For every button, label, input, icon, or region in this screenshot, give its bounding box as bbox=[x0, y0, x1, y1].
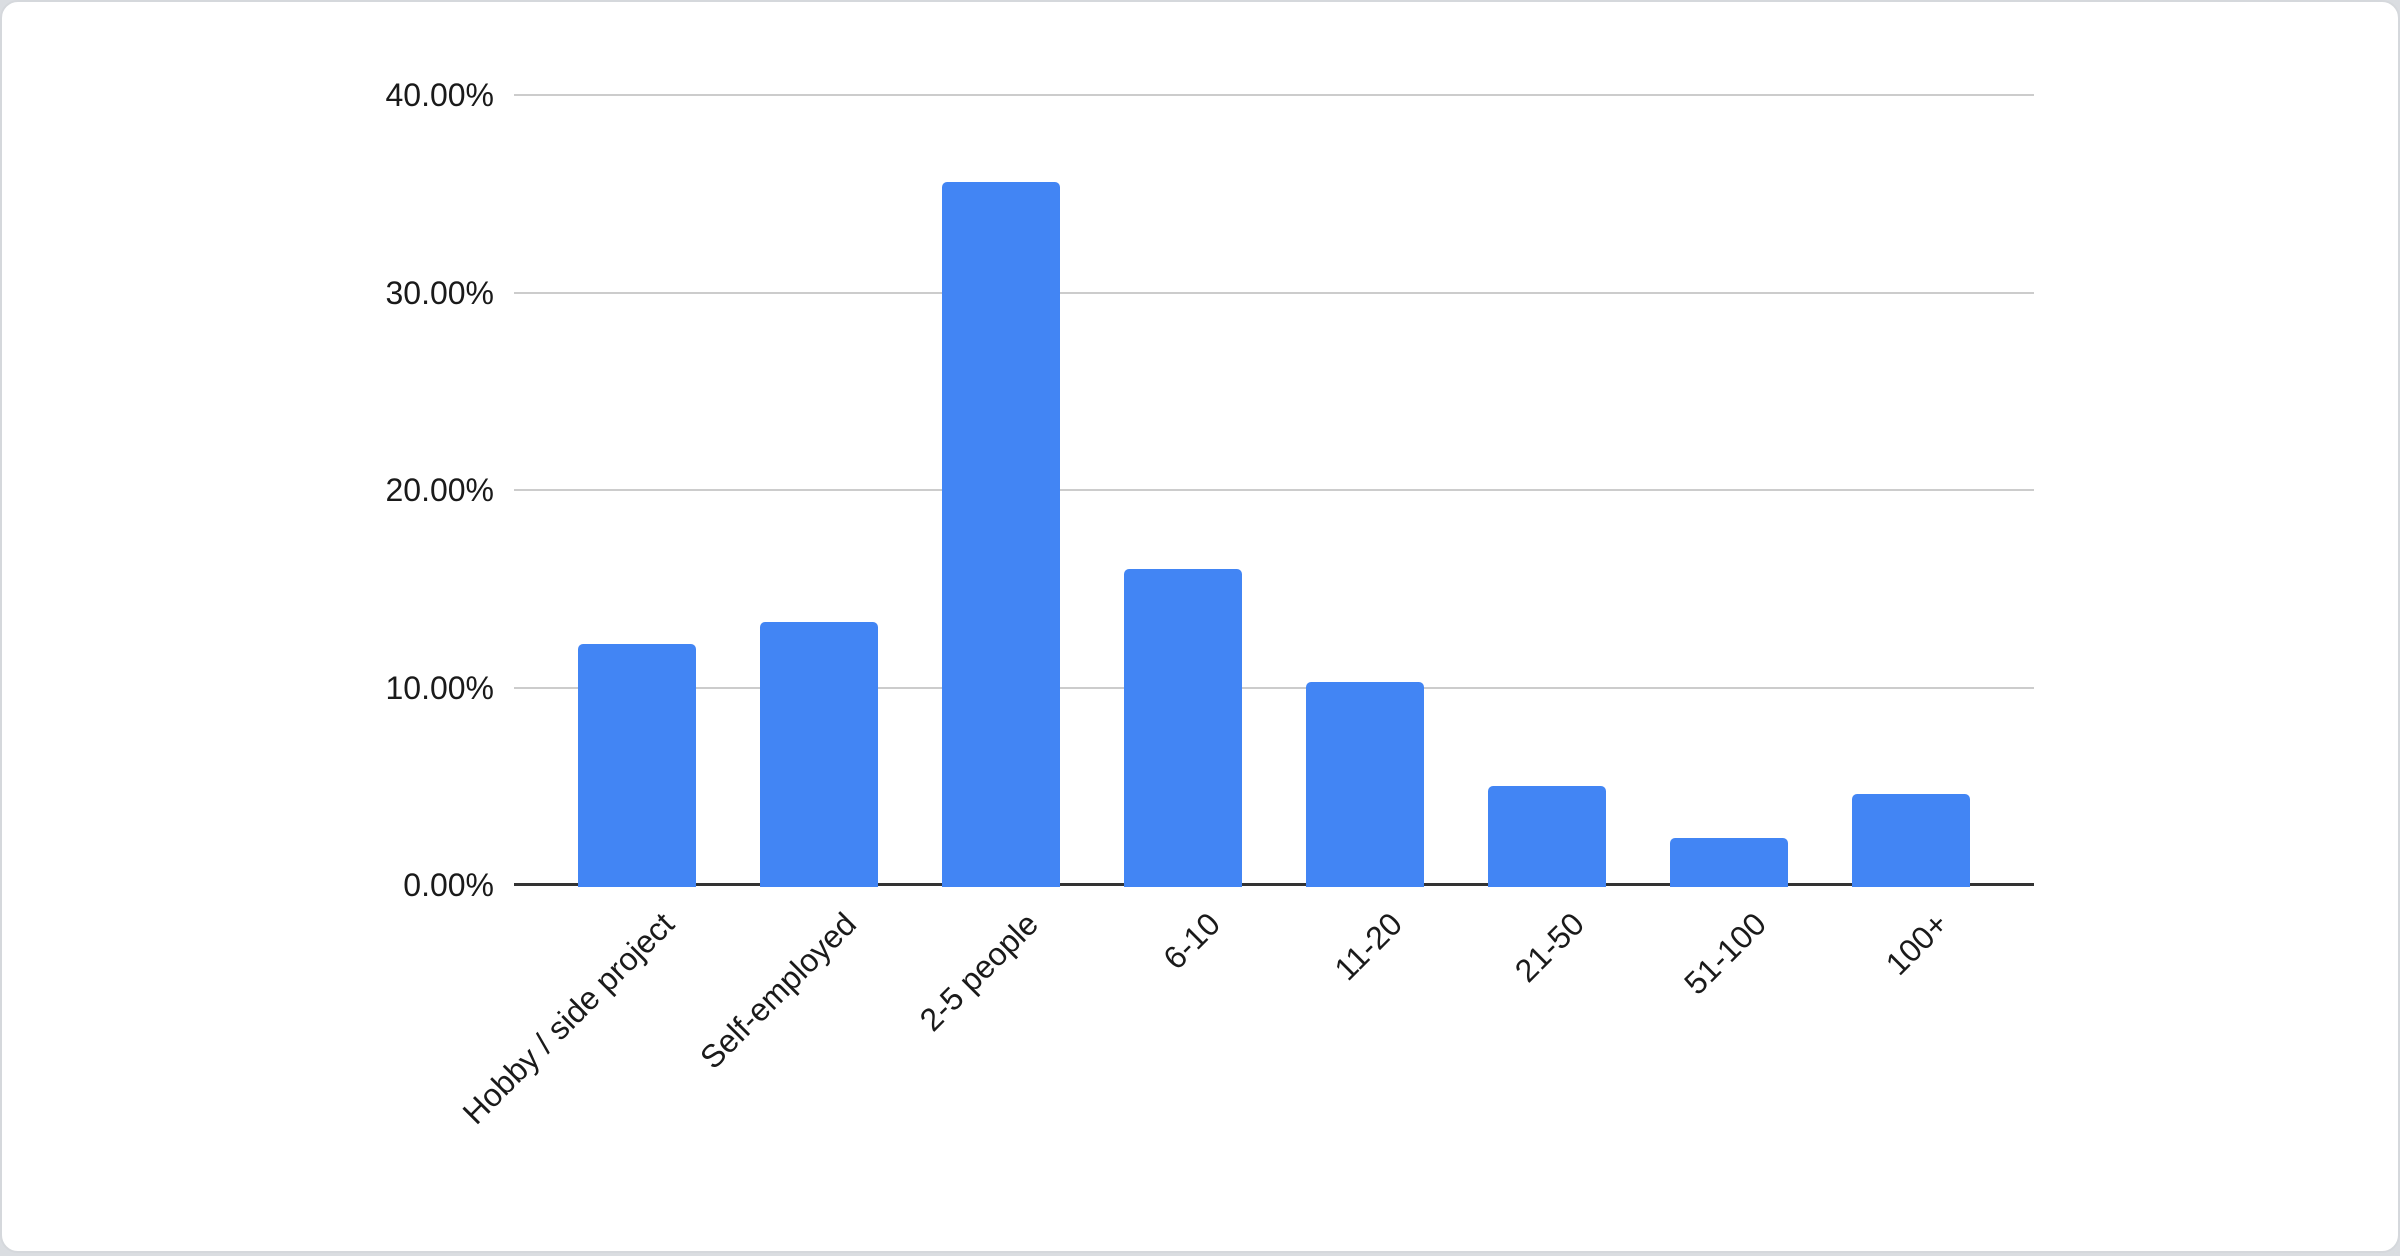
x-tick-label-11-20: 11-20 bbox=[1327, 905, 1410, 988]
y-tick-label-20: 20.00% bbox=[385, 472, 494, 508]
y-tick-label-10: 10.00% bbox=[385, 669, 494, 706]
bar-hobby-side-project bbox=[578, 644, 696, 887]
bar-100 bbox=[1852, 794, 1970, 887]
gridline-20 bbox=[514, 489, 2034, 491]
x-tick-label-hobby-side-project: Hobby / side project bbox=[455, 905, 682, 1132]
x-tick-label-100: 100+ bbox=[1878, 905, 1956, 983]
bar-2-5-people bbox=[942, 181, 1060, 887]
x-tick-label-21-50: 21-50 bbox=[1507, 905, 1592, 989]
bar-51-100 bbox=[1670, 837, 1788, 887]
x-tick-label-6-10: 6-10 bbox=[1156, 905, 1228, 977]
bar-21-50 bbox=[1488, 786, 1606, 887]
gridline-30 bbox=[514, 291, 2034, 294]
x-axis-line bbox=[514, 883, 2034, 886]
bar-6-10 bbox=[1124, 569, 1242, 887]
plot-area bbox=[514, 94, 2034, 887]
y-tick-label-30: 30.00% bbox=[385, 274, 494, 311]
y-tick-label-0: 0.00% bbox=[403, 867, 494, 903]
x-tick-label-2-5-people: 2-5 people bbox=[912, 905, 1046, 1038]
gridline-10 bbox=[514, 686, 2034, 689]
bar-self-employed bbox=[760, 622, 878, 887]
x-tick-label-self-employed: Self-employed bbox=[692, 905, 864, 1076]
x-tick-label-51-100: 51-100 bbox=[1677, 905, 1774, 1002]
gridline-40 bbox=[514, 94, 2034, 96]
bar-11-20 bbox=[1306, 681, 1424, 887]
y-tick-label-40: 40.00% bbox=[385, 77, 494, 113]
